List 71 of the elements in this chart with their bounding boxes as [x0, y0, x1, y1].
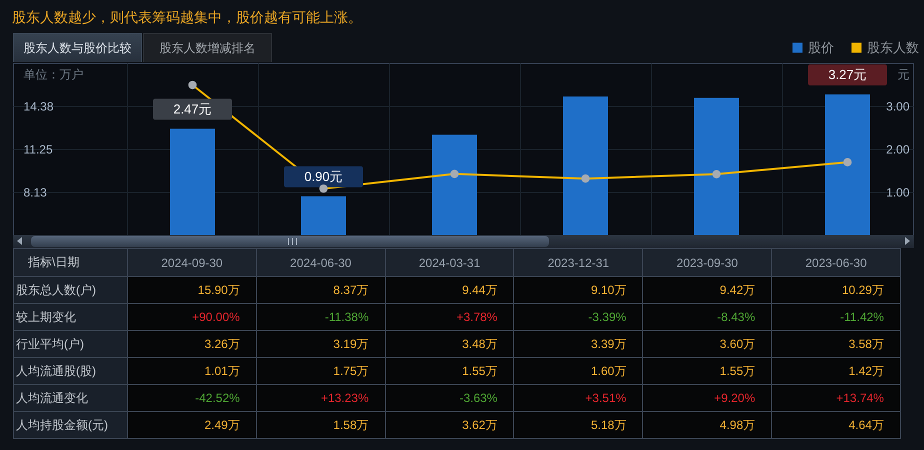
data-label: +3.51% — [514, 384, 643, 412]
text: 人均流通股(股) — [14, 358, 128, 384]
data-label: +3.78% — [385, 304, 514, 330]
data-label: 3.60万 — [642, 330, 772, 358]
legend-label: 股价 — [808, 40, 834, 55]
data-label: +13.74% — [772, 384, 900, 412]
data-label: 3.58万 — [772, 330, 900, 358]
data-label: 4.64万 — [772, 412, 900, 438]
data-label: 8.37万 — [256, 276, 386, 304]
y-tick-label: 14.38 — [24, 99, 54, 114]
data-label: 0.90元 — [304, 168, 343, 184]
text: 人均持股金额(元) — [14, 412, 128, 438]
data-label: 3.62万 — [385, 412, 514, 438]
category-label: 2024-06-30 — [256, 248, 386, 276]
data-label: -3.63% — [385, 384, 514, 412]
category-label: 2024-09-30 — [128, 248, 256, 276]
data-label: -11.42% — [772, 304, 900, 330]
data-label: 2.49万 — [128, 412, 256, 438]
data-label: +9.20% — [642, 384, 772, 412]
data-label: 1.55万 — [642, 358, 772, 384]
data-label: 3.27元 — [828, 66, 867, 82]
text: 行业平均(户) — [14, 330, 128, 358]
bar — [563, 96, 608, 235]
category-label: 2023-06-30 — [772, 248, 900, 276]
data-label: -8.43% — [642, 304, 772, 330]
y2-tick-label: 1.00 — [886, 186, 910, 200]
category-label: 2023-09-30 — [642, 248, 772, 276]
data-label: -42.52% — [128, 384, 256, 412]
bar — [694, 98, 739, 235]
data-label: 9.10万 — [514, 276, 643, 304]
data-label: -11.38% — [256, 304, 386, 330]
bar — [432, 134, 477, 235]
data-label: 3.39万 — [514, 330, 643, 358]
category-label: 2023-12-31 — [514, 248, 643, 276]
text: 指标\日期 — [14, 248, 128, 276]
data-label: +90.00% — [128, 304, 256, 330]
data-label: 3.19万 — [256, 330, 386, 358]
bar — [301, 196, 346, 235]
chart-title: 股东人数越少，则代表筹码越集中，股价越有可能上涨。 — [12, 8, 362, 27]
tab: 股东人数与股价比较 — [13, 33, 142, 62]
legend-label: 股东人数 — [867, 40, 919, 55]
y2-tick-label: 3.00 — [886, 100, 910, 114]
data-label: -3.39% — [514, 304, 643, 330]
data-label: 3.26万 — [128, 330, 256, 358]
category-label: 2024-03-31 — [385, 248, 514, 276]
data-label: 3.48万 — [385, 330, 514, 358]
y-axis-title: 单位：万户 — [24, 68, 84, 82]
data-label: 9.44万 — [385, 276, 514, 304]
data-label: 9.42万 — [642, 276, 772, 304]
data-label: 1.42万 — [772, 358, 900, 384]
y2-axis-title: 元 — [898, 68, 910, 82]
y2-tick-label: 2.00 — [886, 142, 910, 156]
text: 股东总人数(户) — [14, 276, 128, 304]
data-label: 15.90万 — [128, 276, 256, 304]
data-label: 10.29万 — [772, 276, 900, 304]
tab: 股东人数增减排名 — [143, 33, 272, 62]
text: 较上期变化 — [14, 304, 128, 330]
data-label: 1.58万 — [256, 412, 386, 438]
data-label: 4.98万 — [642, 412, 772, 438]
data-label: +13.23% — [256, 384, 386, 412]
bar — [170, 128, 215, 235]
y-tick-label: 11.25 — [24, 142, 53, 156]
y-tick-label: 8.13 — [24, 185, 48, 200]
data-label: 2.47元 — [173, 101, 212, 116]
data-label: 1.01万 — [128, 358, 256, 384]
data-label: 1.75万 — [256, 358, 386, 384]
data-label: 5.18万 — [514, 412, 643, 438]
bar — [825, 94, 870, 235]
text: 人均流通变化 — [14, 384, 128, 412]
data-label: 1.55万 — [385, 358, 514, 384]
data-label: 1.60万 — [514, 358, 643, 384]
